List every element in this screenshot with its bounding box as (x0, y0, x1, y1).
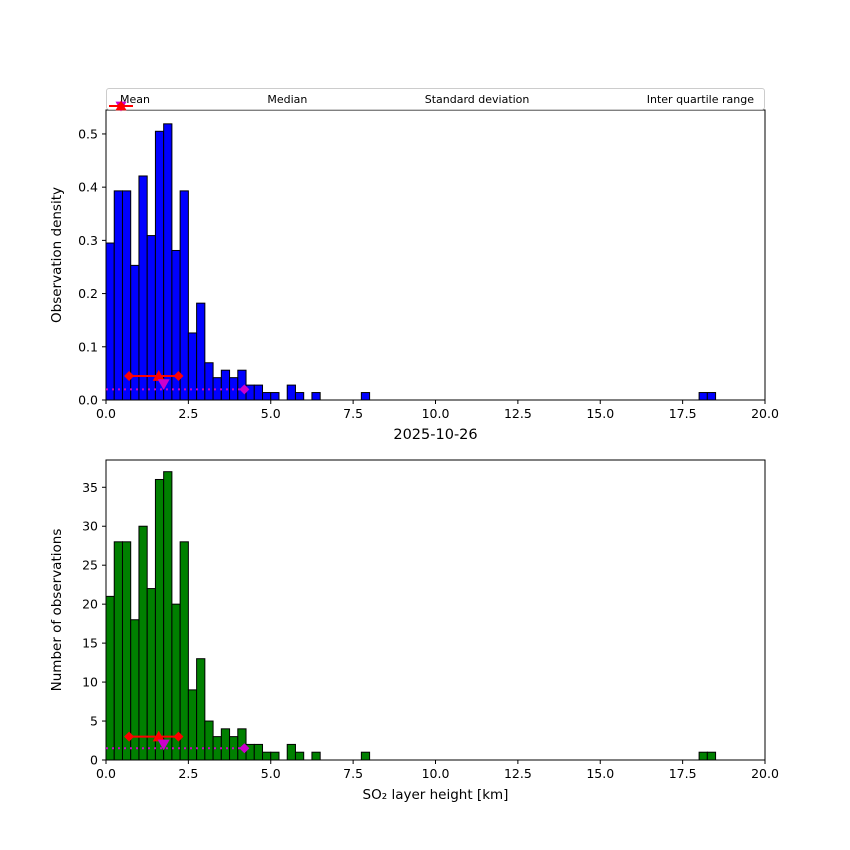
density-histogram-svg: 0.0 2.5 5.0 7.5 10.0 12.5 15.0 17.5 20.0 0.0 0.1 0.… (78, 109, 779, 421)
svg-text:2.5: 2.5 (178, 766, 198, 781)
legend-label-mean: Mean (120, 92, 150, 106)
legend-item-median: Median (115, 92, 308, 111)
svg-text:5: 5 (90, 714, 98, 729)
svg-text:15.0: 15.0 (586, 766, 614, 781)
svg-text:20: 20 (82, 597, 98, 612)
svg-text:10.0: 10.0 (422, 406, 450, 421)
date-title: 2025-10-26 (393, 427, 478, 443)
legend-label-median: Median (267, 92, 308, 106)
svg-text:2.5: 2.5 (178, 406, 198, 421)
svg-text:7.5: 7.5 (343, 406, 363, 421)
svg-text:7.5: 7.5 (343, 766, 363, 781)
svg-text:17.5: 17.5 (669, 766, 697, 781)
svg-text:12.5: 12.5 (504, 406, 532, 421)
svg-text:0: 0 (90, 753, 98, 768)
svg-text:0.1: 0.1 (78, 339, 98, 354)
svg-text:0.0: 0.0 (78, 393, 98, 408)
svg-text:10.0: 10.0 (422, 766, 450, 781)
legend-label-std: Standard deviation (424, 92, 530, 106)
legend-item-std: Standard deviation (109, 92, 530, 111)
svg-text:0.3: 0.3 (78, 233, 98, 248)
svg-text:20.0: 20.0 (751, 766, 779, 781)
svg-text:0.4: 0.4 (78, 180, 98, 195)
svg-text:17.5: 17.5 (669, 406, 697, 421)
legend-label-iqr: Inter quartile range (646, 92, 754, 106)
svg-text:30: 30 (82, 519, 98, 534)
legend: Mean Median Standard deviation Inter qua… (106, 88, 765, 112)
svg-text:15.0: 15.0 (586, 406, 614, 421)
svg-text:25: 25 (82, 558, 98, 573)
svg-text:0.0: 0.0 (96, 406, 116, 421)
svg-text:10: 10 (82, 675, 98, 690)
svg-text:5.0: 5.0 (261, 766, 281, 781)
svg-text:35: 35 (82, 480, 98, 495)
svg-text:5.0: 5.0 (261, 406, 281, 421)
svg-text:20.0: 20.0 (751, 406, 779, 421)
legend-item-iqr: Inter quartile range (109, 92, 754, 111)
svg-text:12.5: 12.5 (504, 766, 532, 781)
count-histogram-svg: 0.0 2.5 5.0 7.5 10.0 12.5 15.0 17.5 20.0 0 5 10 15 20… (82, 459, 779, 781)
x-axis-label: SO₂ layer height [km] (362, 787, 509, 803)
svg-text:15: 15 (82, 636, 98, 651)
svg-text:0.2: 0.2 (78, 286, 98, 301)
svg-text:0.0: 0.0 (96, 766, 116, 781)
svg-text:0.5: 0.5 (78, 126, 98, 141)
